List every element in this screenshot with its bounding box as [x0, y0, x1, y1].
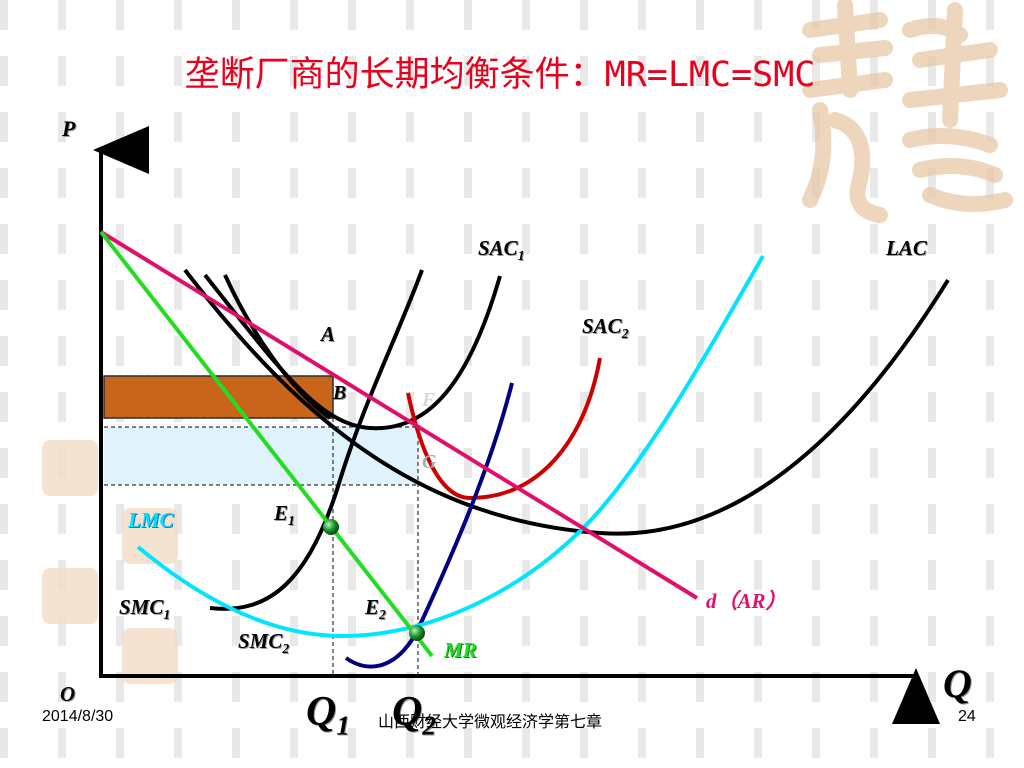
sac2-label: SAC2 [582, 314, 629, 342]
e2-label: E2 [365, 595, 386, 623]
e1-point [323, 519, 339, 535]
lac-curve [183, 268, 950, 536]
mr-curve [99, 230, 434, 658]
smc2-curve [344, 382, 514, 669]
demand-curve [99, 230, 699, 600]
small-seal-logo [42, 568, 98, 624]
lmc-label: LMC [128, 508, 174, 532]
y-axis-label: P [62, 116, 76, 141]
point-f-label: F [422, 389, 436, 411]
demand-label: d（AR） [706, 589, 787, 613]
slide-title: 垄断厂商的长期均衡条件：MR=LMC=SMC [0, 46, 1000, 97]
origin-label: O [60, 682, 76, 706]
point-g-label: G [422, 451, 437, 473]
footer-date: 2014/8/30 [42, 708, 114, 725]
sac2-curve [406, 357, 602, 501]
footer-page-number: 24 [958, 708, 976, 725]
e2-point [409, 625, 425, 641]
footer-course: 山西财经大学微观经济学第七章 [378, 714, 603, 731]
smc1-label: SMC1 [119, 595, 171, 623]
q2-label: Q2 [392, 689, 436, 741]
small-seal-logo [42, 440, 98, 496]
point-b-label: B [333, 382, 347, 404]
smc1-curve [209, 269, 424, 611]
lac-label: LAC [886, 236, 927, 260]
x-axis-label: Q [943, 661, 972, 706]
q1-label: Q1 [306, 689, 350, 741]
sac1-left-branch [223, 274, 332, 420]
mr-label: MR [444, 638, 477, 662]
calligraphy-seal-logo [802, 0, 1013, 223]
e1-label: E1 [274, 501, 295, 529]
title-condition: MR=LMC=SMC [604, 55, 816, 95]
title-main: 垄断厂商的长期均衡条件： [184, 55, 605, 95]
smc2-label: SMC2 [238, 629, 290, 657]
lmc-curve [136, 254, 765, 639]
point-a-label: A [321, 322, 336, 346]
sac1-label: SAC1 [478, 236, 525, 264]
